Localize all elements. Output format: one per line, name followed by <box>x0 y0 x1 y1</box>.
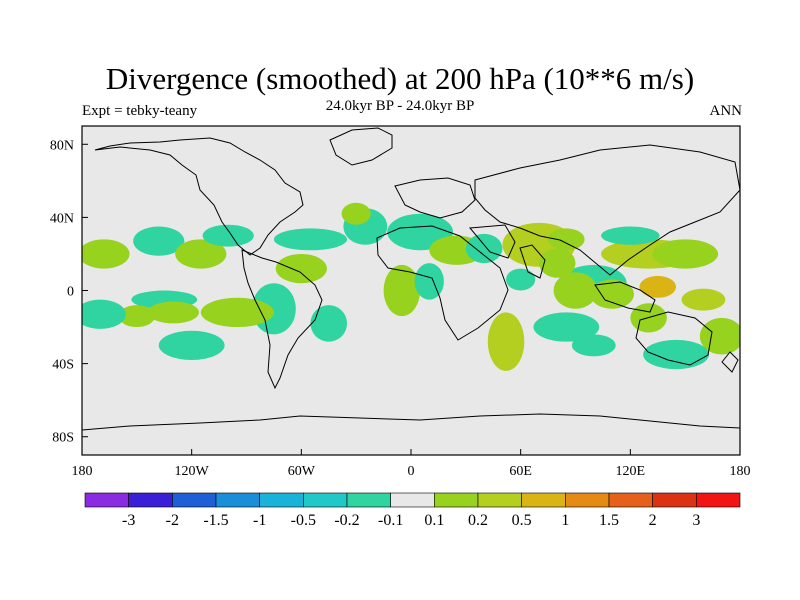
divergence-region-36 <box>553 272 598 309</box>
divergence-region-38 <box>571 334 616 357</box>
colorbar-label: -1.5 <box>203 512 228 529</box>
colorbar-label: -2 <box>166 512 179 529</box>
lon-label: 180 <box>72 464 93 479</box>
divergence-region-10 <box>341 202 371 225</box>
divergence-region-8 <box>273 228 348 251</box>
colorbar-label: 1 <box>561 512 569 529</box>
divergence-region-30 <box>414 263 444 300</box>
colorbar-swatch <box>390 492 435 508</box>
divergence-region-25 <box>275 253 327 284</box>
colorbar-swatch <box>128 492 173 508</box>
season-label: ANN <box>709 103 743 119</box>
colorbar-swatch <box>259 492 304 508</box>
latitude-axis: 80N 40N 0 40S 80S <box>50 138 88 446</box>
divergence-region-2 <box>82 239 130 269</box>
divergence-region-24 <box>310 305 348 342</box>
plot-title: Divergence (smoothed) at 200 hPa (10**6 … <box>105 61 695 96</box>
divergence-fields <box>82 202 740 371</box>
colorbar-label: 1.5 <box>599 512 619 529</box>
divergence-region-17 <box>590 279 634 309</box>
divergence-region-26 <box>200 297 274 328</box>
longitude-axis: 180 120W 60W 0 60E 120E 180 <box>72 449 751 479</box>
divergence-region-1 <box>133 226 185 256</box>
divergence-region-13 <box>465 233 503 264</box>
colorbar-swatch <box>215 492 260 508</box>
colorbar-swatch <box>565 492 610 508</box>
divergence-region-6 <box>175 239 227 269</box>
colorbar-swatch <box>477 492 522 508</box>
divergence-region-22 <box>601 226 660 245</box>
lon-label: 120E <box>616 464 646 479</box>
lon-label: 0 <box>408 464 415 479</box>
divergence-region-5 <box>82 299 126 329</box>
lon-label: 60E <box>509 464 532 479</box>
divergence-region-27 <box>158 330 225 360</box>
colorbar-label: -0.1 <box>378 512 403 529</box>
divergence-region-31 <box>538 248 576 278</box>
divergence-region-32 <box>533 312 600 342</box>
colorbar-label: 3 <box>692 512 700 529</box>
colorbar-swatch <box>303 492 348 508</box>
colorbar-label: 0.1 <box>424 512 444 529</box>
colorbar-swatch <box>84 492 129 508</box>
colorbar-swatch <box>521 492 566 508</box>
divergence-region-4 <box>118 305 156 328</box>
colorbar: -3 -2 -1.5 -1 -0.5 -0.2 -0.1 0.1 0.2 0.5 1 1.5 2 3 <box>84 492 741 529</box>
lat-label: 40S <box>52 358 74 373</box>
experiment-label: Expt = tebky-teany <box>82 103 198 119</box>
colorbar-label: -0.5 <box>291 512 316 529</box>
divergence-region-19 <box>652 239 719 269</box>
coastlines <box>82 127 740 431</box>
divergence-region-7 <box>202 224 254 247</box>
divergence-region-37 <box>506 268 536 291</box>
colorbar-label: -3 <box>122 512 135 529</box>
colorbar-label: 0.5 <box>512 512 532 529</box>
colorbar-label: 0.2 <box>468 512 488 529</box>
colorbar-swatch <box>608 492 653 508</box>
colorbar-swatch <box>434 492 479 508</box>
divergence-region-20 <box>639 275 677 298</box>
divergence-region-28 <box>147 301 199 324</box>
lon-label: 180 <box>730 464 751 479</box>
lat-label: 40N <box>50 211 74 226</box>
colorbar-swatch <box>346 492 391 508</box>
colorbar-swatch <box>696 492 741 508</box>
lon-label: 60W <box>288 464 316 479</box>
lon-label: 120W <box>175 464 210 479</box>
divergence-region-0 <box>487 312 525 371</box>
divergence-region-15 <box>548 228 585 251</box>
colorbar-label: -1 <box>253 512 266 529</box>
colorbar-label: -0.2 <box>334 512 359 529</box>
divergence-region-21 <box>681 288 726 311</box>
lat-label: 80N <box>50 138 74 153</box>
divergence-region-35 <box>643 339 709 370</box>
period-label: 24.0kyr BP - 24.0kyr BP <box>325 98 475 114</box>
colorbar-label: 2 <box>649 512 657 529</box>
colorbar-swatch <box>172 492 217 508</box>
lat-label: 0 <box>67 285 74 300</box>
divergence-region-29 <box>383 264 421 317</box>
colorbar-swatch <box>652 492 697 508</box>
lat-label: 80S <box>52 431 74 446</box>
